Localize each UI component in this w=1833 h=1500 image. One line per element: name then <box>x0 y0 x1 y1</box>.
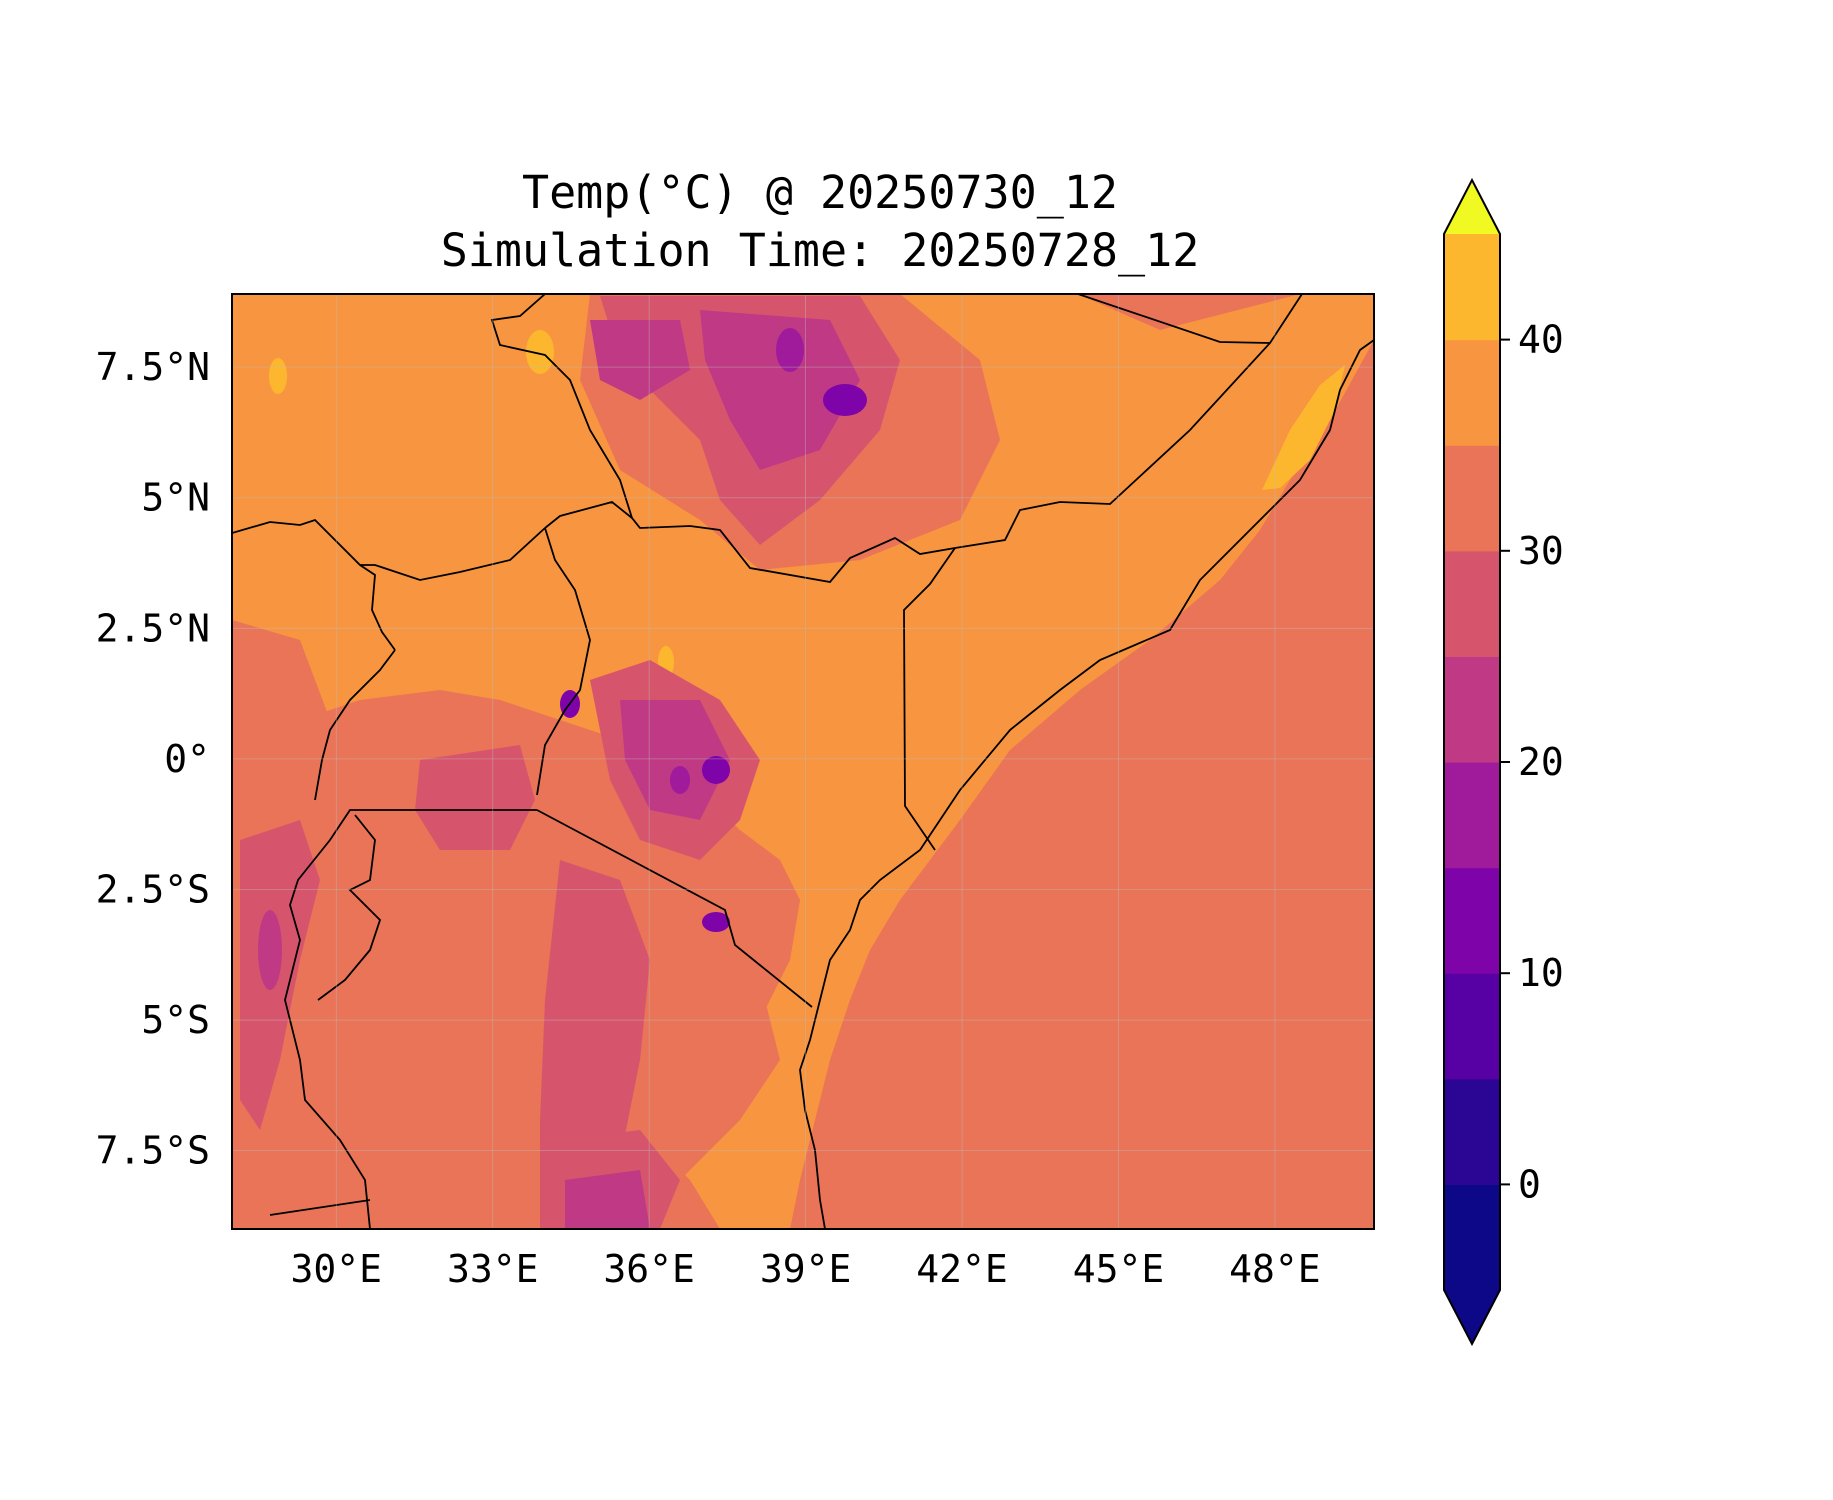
map-subtitle: Simulation Time: 20250728_12 <box>440 224 1200 277</box>
colorbar-tick-label: 10 <box>1518 951 1564 995</box>
lon-tick-label: 48°E <box>1229 1247 1321 1291</box>
colorbar-outline <box>1443 177 1501 1347</box>
border-uganda-drc <box>314 649 396 801</box>
cold-spot-bale <box>776 328 804 372</box>
colorbar-tick-label: 40 <box>1518 318 1564 362</box>
cold-spot-aberdare <box>670 766 690 794</box>
gridlines <box>232 294 1374 1229</box>
highland-uganda-tz <box>415 745 535 850</box>
border-zambia <box>269 1199 371 1216</box>
cold-spot-simien <box>823 384 867 416</box>
border-south-sudan-drc <box>232 518 396 651</box>
border-tanzania-west <box>284 809 537 1229</box>
colorbar-tick-label: 20 <box>1518 740 1564 784</box>
lon-tick-label: 30°E <box>291 1247 383 1291</box>
border-kenya-tanzania <box>536 809 813 1008</box>
longitude-ticks: 30°E 33°E 36°E 39°E 42°E 45°E 48°E <box>291 1247 1321 1291</box>
lon-tick-label: 36°E <box>603 1247 695 1291</box>
colorbar-bin <box>1444 656 1500 763</box>
lat-tick-label: 7.5°S <box>96 1129 210 1173</box>
border-ethiopia-somalia <box>954 294 1303 549</box>
peak-western-rift <box>258 910 282 990</box>
colorbar-tick-label: 0 <box>1518 1162 1541 1206</box>
lat-tick-label: 0° <box>164 737 210 781</box>
colorbar-bin <box>1444 762 1500 869</box>
peak-rwenzori <box>565 1170 650 1229</box>
colorbar: 0 10 20 30 40 <box>1443 177 1564 1347</box>
lat-tick-label: 7.5°N <box>96 345 210 389</box>
hot-spot-somalia <box>1262 365 1345 490</box>
border-kenya-somalia <box>903 547 956 851</box>
lon-tick-label: 39°E <box>760 1247 852 1291</box>
cold-spot-mt-kenya <box>702 756 730 784</box>
map-title: Temp(°C) @ 20250730_12 <box>521 166 1119 219</box>
colorbar-bin <box>1444 973 1500 1080</box>
lon-tick-label: 42°E <box>916 1247 1008 1291</box>
lat-tick-label: 2.5°S <box>96 867 210 911</box>
border-rwanda-burundi <box>317 814 382 1001</box>
country-borders <box>232 294 1374 1229</box>
colorbar-bin <box>1444 445 1500 552</box>
lat-tick-label: 5°N <box>141 476 210 520</box>
highland-albertine <box>240 820 320 1130</box>
colorbar-bin <box>1444 234 1500 341</box>
coastline <box>799 339 1374 1229</box>
colorbar-bin <box>1444 1078 1500 1185</box>
peak-ethiopia <box>700 310 860 470</box>
border-ethiopia-north <box>1077 294 1271 344</box>
lat-tick-label: 2.5°N <box>96 606 210 650</box>
border-kenya-ethiopia <box>544 501 956 583</box>
hot-spot-sudan <box>526 330 554 374</box>
lon-tick-label: 33°E <box>447 1247 539 1291</box>
colorbar-extend-min <box>1444 1290 1500 1344</box>
cold-spot-kilimanjaro <box>702 912 730 932</box>
peak-ethiopia-2 <box>590 320 690 400</box>
colorbar-bin <box>1444 867 1500 974</box>
plot-frame <box>231 293 1375 1230</box>
border-uganda-north <box>360 527 546 581</box>
hot-spot-sudan-2 <box>269 358 287 394</box>
border-south-sudan-ethiopia <box>490 294 633 519</box>
colorbar-bin <box>1444 1184 1500 1291</box>
land-warm-region <box>232 294 1374 1229</box>
peak-kenya <box>620 700 730 820</box>
colorbar-bin <box>1444 339 1500 446</box>
lon-tick-label: 45°E <box>1073 1247 1165 1291</box>
lat-tick-label: 5°S <box>141 998 210 1042</box>
colorbar-tick-label: 30 <box>1518 529 1564 573</box>
border-uganda-kenya <box>536 527 591 796</box>
map-plot-area <box>232 294 1374 1229</box>
colorbar-bin <box>1444 550 1500 657</box>
colorbar-extend-max <box>1444 180 1500 234</box>
latitude-ticks: 7.5°N 5°N 2.5°N 0° 2.5°S 5°S 7.5°S <box>96 345 210 1173</box>
